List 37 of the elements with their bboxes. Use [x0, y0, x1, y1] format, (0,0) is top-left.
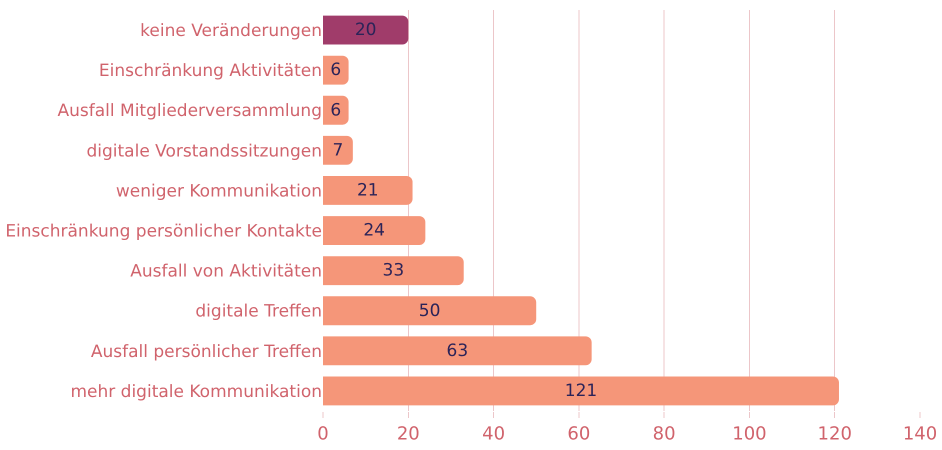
data-label: 21 [356, 180, 379, 200]
x-tick-label: 40 [482, 424, 506, 445]
bar [323, 336, 592, 366]
y-tick-label: Einschränkung persönlicher Kontakte [5, 222, 322, 242]
data-label: 63 [446, 340, 468, 361]
y-tick-label: digitale Vorstandssitzungen [86, 141, 322, 162]
data-label: 24 [363, 220, 385, 241]
data-label: 6 [330, 60, 342, 80]
y-tick-label: keine Veränderungen [140, 21, 322, 41]
bar [323, 216, 426, 245]
bar [323, 56, 349, 85]
x-tick-label: 0 [317, 424, 329, 445]
x-tick-label: 60 [567, 424, 590, 445]
y-tick-label: weniger Kommunikation [116, 181, 322, 202]
bar [323, 16, 408, 44]
data-label: 7 [332, 140, 344, 160]
y-tick-label: Einschränkung Aktivitäten [98, 61, 322, 82]
x-tick-label: 120 [818, 424, 852, 445]
bar [323, 136, 353, 165]
y-tick-label: mehr digitale Kommunikation [70, 382, 322, 402]
data-label: 20 [354, 20, 376, 40]
data-label: 50 [418, 300, 440, 321]
data-label: 33 [382, 260, 404, 281]
bar [323, 256, 464, 286]
bar [323, 376, 839, 406]
y-tick-label: Ausfall persönlicher Treffen [90, 342, 322, 362]
x-tick-label: 80 [652, 424, 676, 445]
bar [323, 176, 413, 205]
y-tick-label: Ausfall Mitgliederversammlung [58, 101, 322, 122]
bar [323, 296, 536, 326]
data-label: 121 [564, 380, 598, 401]
data-label: 6 [330, 100, 342, 120]
y-tick-label: digitale Treffen [195, 302, 322, 322]
y-tick-label: Ausfall von Aktivitäten [130, 262, 322, 282]
x-tick-label: 20 [396, 424, 420, 445]
x-tick-label: 100 [732, 424, 767, 445]
x-tick-label: 140 [902, 424, 938, 445]
